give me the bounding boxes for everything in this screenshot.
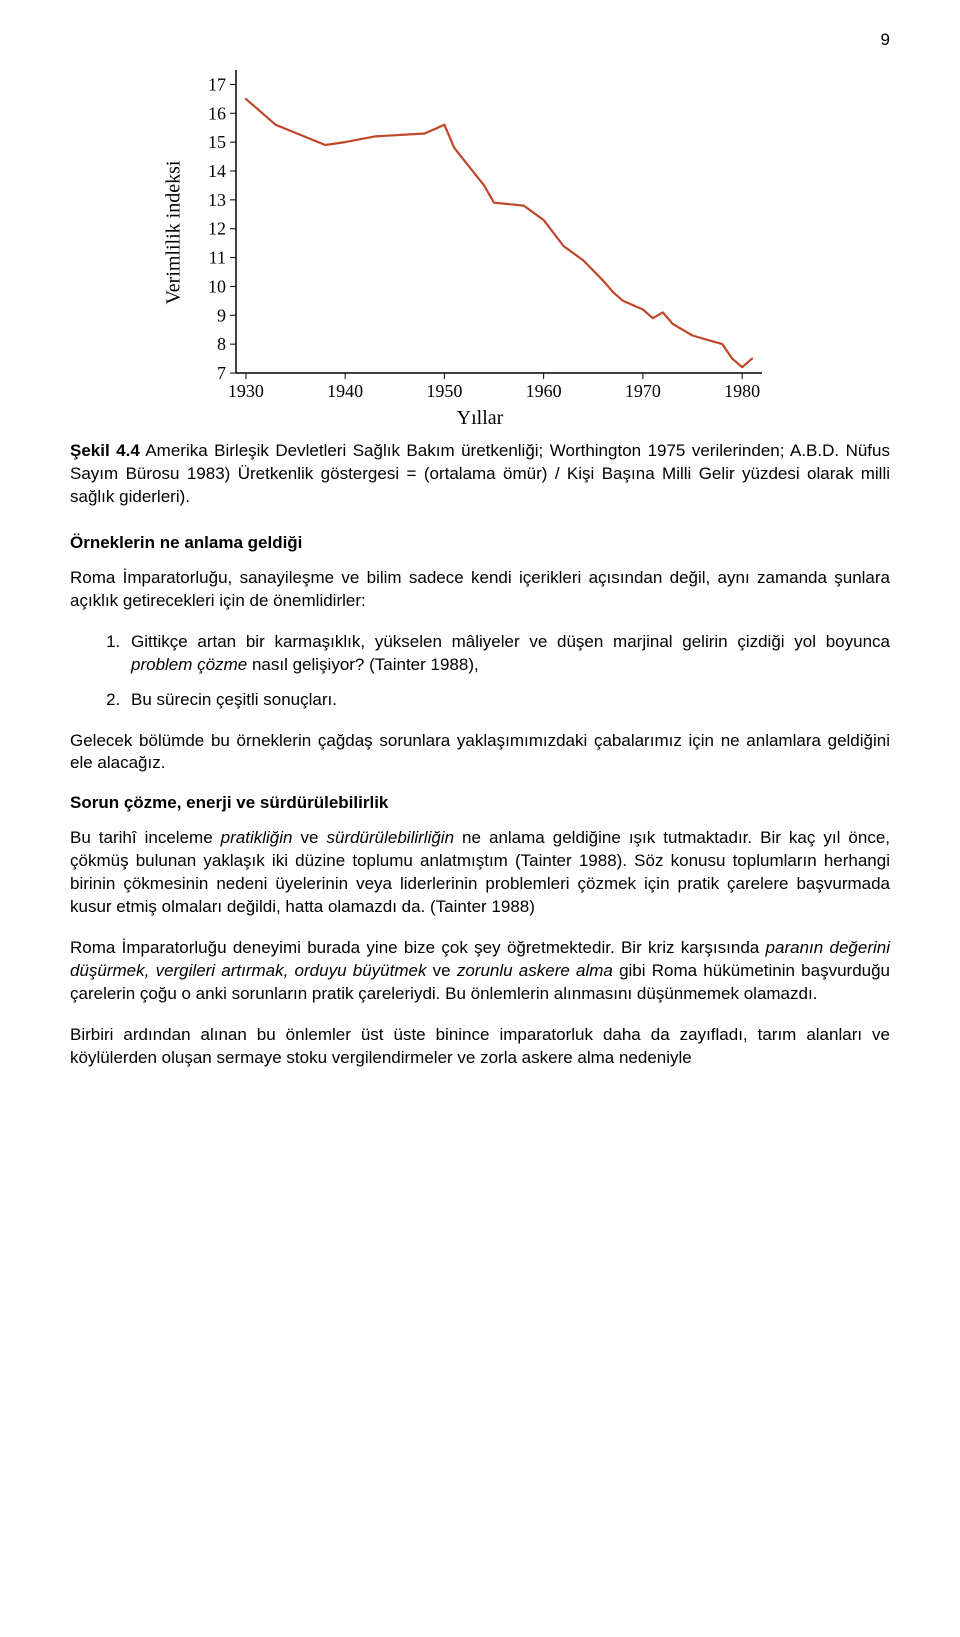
para3-pre: Bu tarihî inceleme (70, 828, 221, 847)
figure-caption: Şekil 4.4 Amerika Birleşik Devletleri Sa… (70, 440, 890, 509)
svg-text:8: 8 (217, 334, 226, 354)
svg-text:16: 16 (208, 103, 226, 123)
svg-text:13: 13 (208, 190, 226, 210)
svg-text:14: 14 (208, 161, 226, 181)
numbered-list: Gittikçe artan bir karmaşıklık, yükselen… (70, 631, 890, 712)
svg-text:1950: 1950 (426, 381, 462, 401)
para-intro: Roma İmparatorluğu, sanayileşme ve bilim… (70, 567, 890, 613)
list-item: Bu sürecin çeşitli sonuçları. (125, 689, 890, 712)
svg-text:7: 7 (217, 363, 226, 383)
para3-it2: sürdürülebilirliğin (326, 828, 454, 847)
caption-text: Amerika Birleşik Devletleri Sağlık Bakım… (70, 441, 890, 506)
svg-text:1960: 1960 (526, 381, 562, 401)
section-heading-2: Sorun çözme, enerji ve sürdürülebilirlik (70, 793, 890, 813)
svg-text:1930: 1930 (228, 381, 264, 401)
svg-text:17: 17 (208, 74, 226, 94)
list-item: Gittikçe artan bir karmaşıklık, yükselen… (125, 631, 890, 677)
para-4: Roma İmparatorluğu deneyimi burada yine … (70, 937, 890, 1006)
svg-text:11: 11 (209, 248, 226, 268)
para-3: Bu tarihî inceleme pratikliğin ve sürdür… (70, 827, 890, 919)
svg-text:9: 9 (217, 305, 226, 325)
para3-mid1: ve (292, 828, 326, 847)
para3-it1: pratikliğin (221, 828, 293, 847)
page-number: 9 (70, 30, 890, 50)
y-axis-label: Verimlilik indeksi (163, 161, 186, 305)
caption-bold: Şekil 4.4 (70, 441, 140, 460)
para-5: Birbiri ardından alınan bu önlemler üst … (70, 1024, 890, 1070)
section-heading-1: Örneklerin ne anlama geldiği (70, 533, 890, 553)
svg-text:12: 12 (208, 219, 226, 239)
para4-pre: Roma İmparatorluğu deneyimi burada yine … (70, 938, 766, 957)
chart-svg: 7 8 9 10 11 12 13 14 15 16 17 1930 1940 1950 1960 1970 1… (188, 60, 778, 405)
para-2: Gelecek bölümde bu örneklerin çağdaş sor… (70, 730, 890, 776)
x-axis-label: Yıllar (160, 407, 800, 430)
svg-text:1980: 1980 (724, 381, 760, 401)
svg-text:15: 15 (208, 132, 226, 152)
svg-text:1940: 1940 (327, 381, 363, 401)
productivity-chart: Verimlilik indeksi 7 8 9 10 11 12 13 14 15 16 17 19… (160, 60, 800, 430)
para4-mid: ve (426, 961, 456, 980)
svg-text:1970: 1970 (625, 381, 661, 401)
para4-it2: zorunlu askere alma (457, 961, 613, 980)
svg-text:10: 10 (208, 276, 226, 296)
